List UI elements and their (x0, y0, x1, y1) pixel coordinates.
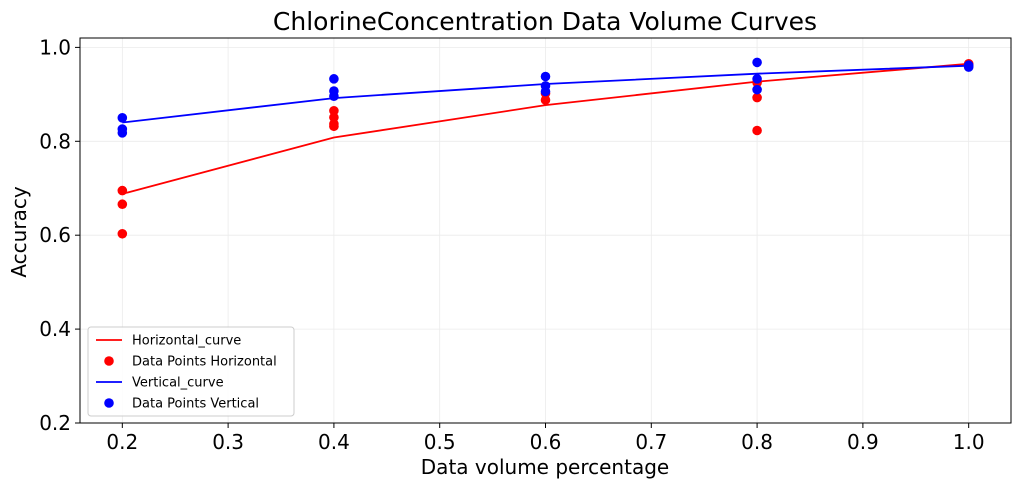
data-point (117, 185, 128, 196)
x-axis-ticks: 0.2 0.3 0.4 0.5 0.6 0.7 0.8 0.9 1.0 (106, 423, 985, 454)
data-point (752, 74, 762, 84)
x-axis-label: Data volume percentage (421, 455, 669, 479)
legend: Horizontal_curve Data Points Horizontal Ve… (87, 326, 295, 417)
y-tick-label: 0.6 (39, 223, 71, 247)
data-point (752, 125, 762, 136)
y-tick-label: 0.8 (39, 129, 71, 153)
chart-title: ChlorineConcentration Data Volume Curves (273, 7, 817, 36)
y-tick-label: 0.4 (39, 317, 71, 341)
data-point (329, 121, 339, 132)
data-point (963, 60, 974, 71)
data-point (752, 92, 762, 103)
series-line-horizontal_curve (122, 62, 969, 195)
data-point (117, 199, 128, 210)
data-point (752, 84, 762, 95)
x-tick-label: 0.2 (106, 430, 138, 454)
legend-entry: Horizontal_curve (132, 334, 241, 349)
x-tick-label: 0.3 (212, 430, 244, 454)
legend-entry: Data Points Vertical (132, 397, 259, 412)
x-tick-label: 0.7 (635, 430, 667, 454)
legend-swatch-point (104, 356, 114, 366)
y-tick-label: 1.0 (39, 35, 71, 59)
legend-entry: Data Points Horizontal (132, 355, 277, 370)
data-point (117, 228, 128, 239)
data-point (540, 86, 551, 97)
data-point (117, 113, 128, 123)
x-tick-label: 0.9 (847, 430, 879, 454)
x-tick-label: 0.8 (741, 430, 773, 454)
x-tick-label: 0.5 (424, 430, 456, 454)
x-tick-label: 1.0 (953, 430, 985, 454)
data-point (329, 112, 339, 123)
data-point (329, 105, 339, 116)
data-point (540, 95, 551, 105)
legend-box (87, 326, 295, 417)
legend-entry: Vertical_curve (132, 376, 224, 391)
data-point (117, 128, 128, 138)
data-point (752, 57, 762, 68)
data-point (329, 74, 339, 84)
data-point (540, 71, 551, 82)
data-point (329, 91, 339, 102)
x-tick-label: 0.6 (530, 430, 562, 454)
series-points (117, 57, 974, 239)
x-tick-label: 0.4 (318, 430, 350, 454)
y-axis-label: Accuracy (7, 186, 31, 277)
legend-swatch-point (104, 398, 114, 408)
y-tick-label: 0.2 (39, 411, 71, 435)
y-axis-ticks: 0.2 0.4 0.6 0.8 1.0 (39, 35, 80, 435)
